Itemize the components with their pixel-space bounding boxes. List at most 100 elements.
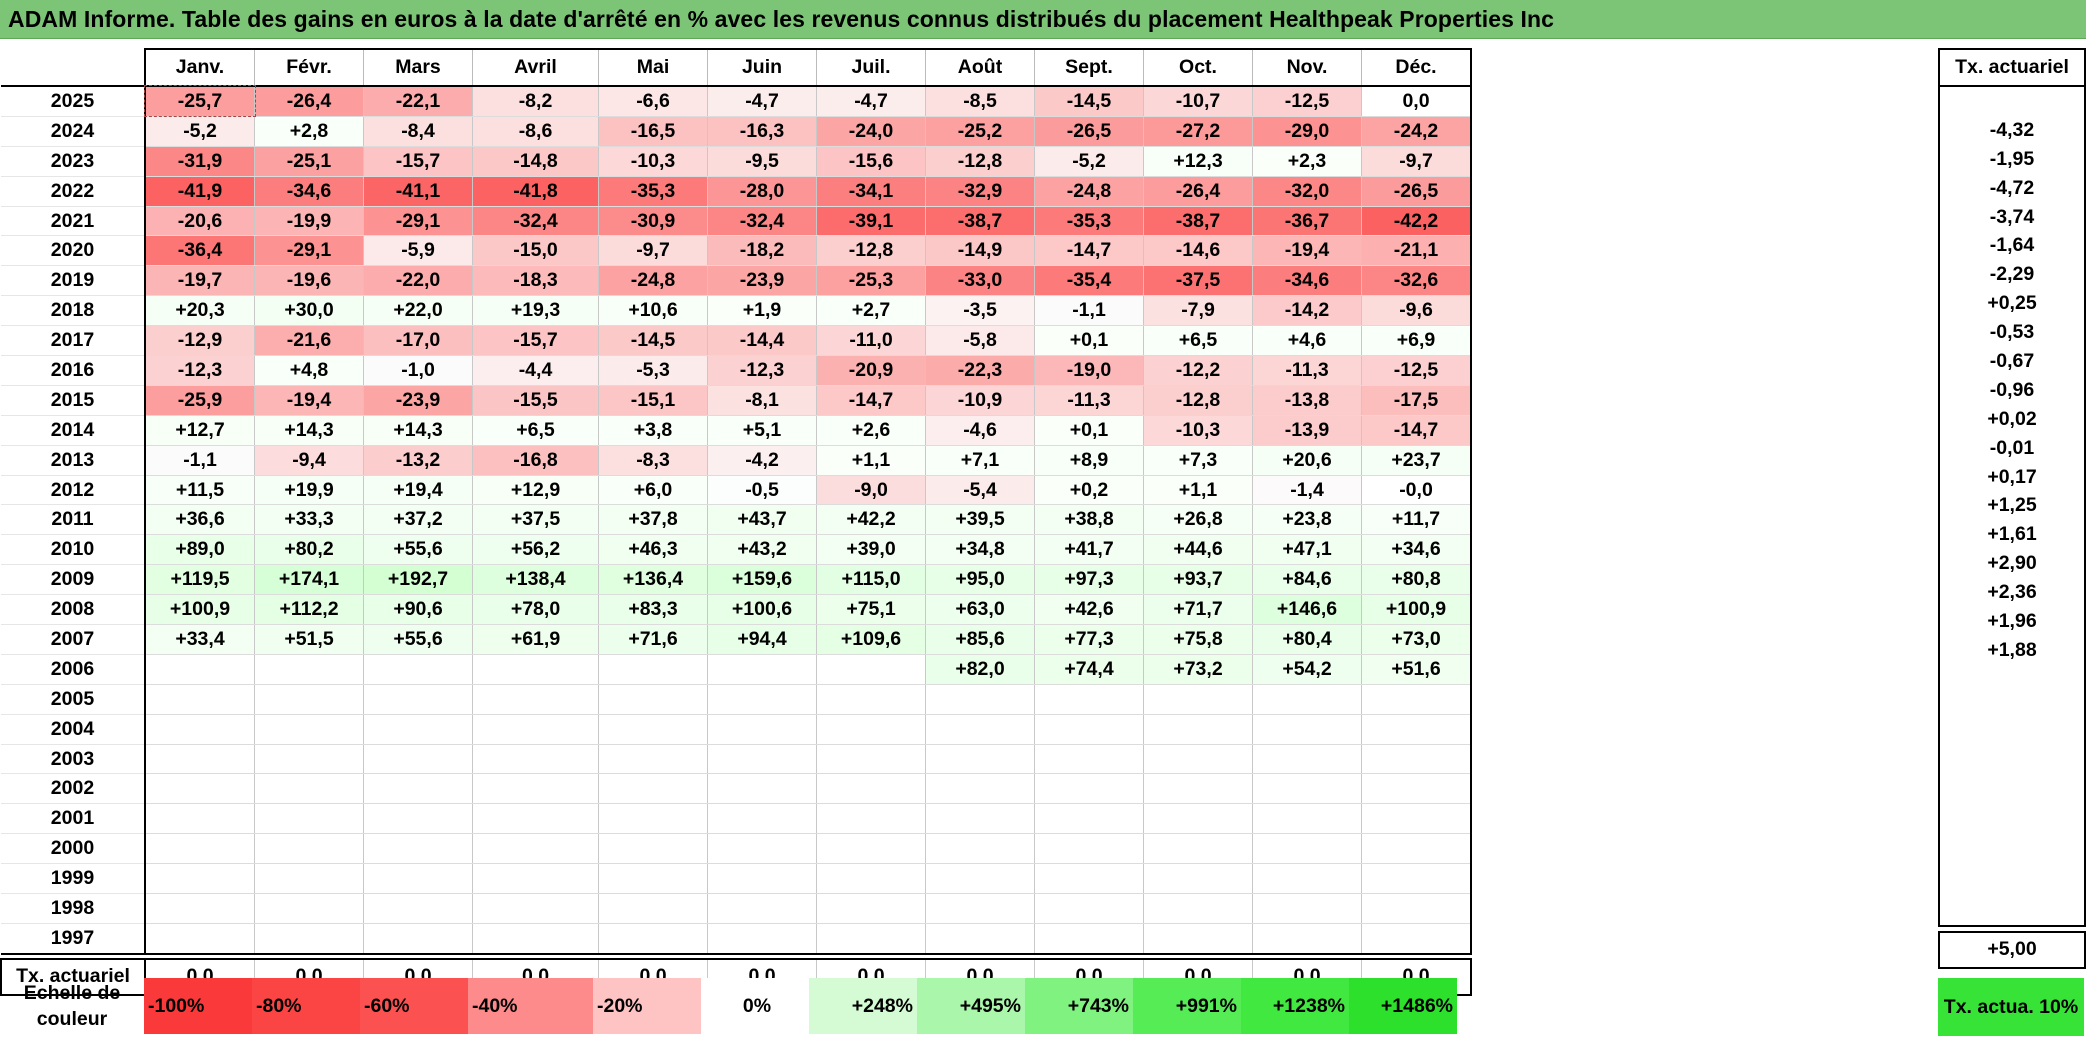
table-row: 2008 +100,9 +112,2 +90,6 +78,0 +83,3 +100,6 +75…: [1, 594, 1472, 626]
gain-cell: -4,4: [472, 355, 599, 386]
gain-cell: -24,8: [1034, 176, 1144, 207]
gain-cell: [816, 744, 926, 775]
table-row: 2004: [1, 714, 1472, 745]
color-scale-step: -20%: [593, 978, 701, 1034]
year-label: 1998: [1, 893, 146, 924]
color-scale-step: +991%: [1133, 978, 1241, 1034]
gain-cell: -17,5: [1361, 385, 1472, 416]
color-scale-step: -100%: [144, 978, 252, 1034]
tx-actuariel-value: -0,01: [1938, 433, 2086, 463]
gain-cell: -32,9: [925, 176, 1035, 207]
gain-cell: [707, 744, 817, 775]
gain-cell: [1034, 863, 1144, 895]
gain-cell: 0,0: [1361, 86, 1472, 117]
gain-cell: -14,9: [925, 235, 1035, 267]
gain-cell: -27,2: [1143, 116, 1253, 147]
gain-cell: +0,2: [1034, 475, 1144, 506]
gain-cell: +10,6: [598, 295, 708, 327]
year-label: 2021: [1, 206, 146, 237]
gain-cell: +34,8: [925, 534, 1035, 566]
gain-cell: [1252, 684, 1362, 715]
gain-cell: [472, 684, 599, 715]
gain-cell: [254, 744, 364, 775]
gain-cell: -35,4: [1034, 265, 1144, 297]
gain-cell: [144, 684, 255, 715]
year-label: 2017: [1, 325, 146, 357]
gain-cell: -21,6: [254, 325, 364, 357]
gain-cell: -23,9: [363, 385, 473, 416]
gain-cell: -14,7: [1034, 235, 1144, 267]
gain-cell: [363, 923, 473, 955]
gain-cell: [144, 744, 255, 775]
gain-cell: +61,9: [472, 624, 599, 655]
gain-cell: [1143, 833, 1253, 865]
gain-cell: [598, 923, 708, 955]
gain-cell: +7,3: [1143, 445, 1253, 476]
gain-cell: -26,4: [1143, 176, 1253, 207]
color-scale-label: Echelle de couleur: [23, 982, 121, 1030]
gain-cell: +2,6: [816, 415, 926, 446]
gain-cell: [144, 773, 255, 805]
gain-cell: -30,9: [598, 206, 708, 237]
year-label: 2009: [1, 564, 146, 596]
gain-cell: [1252, 833, 1362, 865]
gain-cell: +77,3: [1034, 624, 1144, 655]
color-scale-step: +1486%: [1349, 978, 1457, 1034]
gain-cell: [363, 863, 473, 895]
gain-cell: -33,0: [925, 265, 1035, 297]
year-label: 2002: [1, 773, 146, 805]
gain-cell: [363, 684, 473, 715]
gain-cell: [254, 773, 364, 805]
tx-actuariel-value: +0,25: [1938, 289, 2086, 319]
gain-cell: [1252, 893, 1362, 924]
gain-cell: [925, 923, 1035, 955]
gain-cell: [816, 923, 926, 955]
color-scale-tx-swatch: Tx. actua. 10%: [1938, 978, 2084, 1036]
gain-cell: +37,8: [598, 504, 708, 536]
tx-actuariel-value: [1938, 838, 2086, 868]
gain-cell: [363, 803, 473, 835]
gain-cell: -8,1: [707, 385, 817, 416]
gain-cell: [1361, 863, 1472, 895]
table-row: 2017 -12,9 -21,6 -17,0 -15,7 -14,5 -14,4 -11,0-…: [1, 325, 1472, 357]
gain-cell: [1361, 744, 1472, 775]
gain-cell: [598, 803, 708, 835]
tx-actuariel-value: +0,02: [1938, 404, 2086, 434]
gain-cell: [1034, 833, 1144, 865]
gain-cell: [1361, 893, 1472, 924]
gain-cell: +14,3: [363, 415, 473, 446]
gain-cell: -12,8: [925, 146, 1035, 177]
gain-cell: +89,0: [144, 534, 255, 566]
gain-cell: +11,7: [1361, 504, 1472, 536]
gain-cell: -36,4: [144, 235, 255, 267]
gain-cell: +42,2: [816, 504, 926, 536]
year-label: 2016: [1, 355, 146, 386]
gain-cell: [254, 863, 364, 895]
gain-cell: +23,8: [1252, 504, 1362, 536]
gain-cell: [472, 714, 599, 745]
gain-cell: -1,1: [144, 445, 255, 476]
actuarial-rate-column: Tx. actuariel -4,32 -1,95 -4,72 -3,74 -1,64-…: [1938, 48, 2086, 969]
tx-actuariel-value: -0,53: [1938, 318, 2086, 348]
gain-cell: +19,4: [363, 475, 473, 506]
gain-cell: +119,5: [144, 564, 255, 596]
tx-actuariel-total: +5,00: [1938, 930, 2086, 969]
gain-cell: [144, 654, 255, 685]
gain-cell: -41,8: [472, 176, 599, 207]
gain-cell: [144, 893, 255, 924]
gain-cell: +55,6: [363, 624, 473, 655]
gain-cell: -9,5: [707, 146, 817, 177]
gain-cell: [1252, 803, 1362, 835]
gain-cell: -5,3: [598, 355, 708, 386]
gain-cell: [598, 654, 708, 685]
gain-cell: -14,7: [1361, 415, 1472, 446]
gain-cell: +112,2: [254, 594, 364, 626]
gain-cell: -37,5: [1143, 265, 1253, 297]
gain-cell: +12,7: [144, 415, 255, 446]
gain-cell: [816, 893, 926, 924]
gain-cell: [472, 863, 599, 895]
gain-cell: +42,6: [1034, 594, 1144, 626]
tx-actuariel-value: [1938, 86, 2086, 116]
gain-cell: [144, 923, 255, 955]
gain-cell: -19,7: [144, 265, 255, 297]
